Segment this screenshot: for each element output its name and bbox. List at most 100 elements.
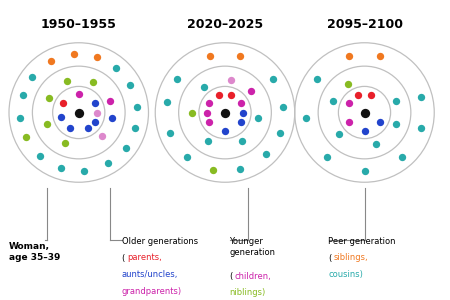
Point	[209, 167, 216, 172]
Point	[45, 96, 52, 101]
Point	[66, 126, 73, 131]
Point	[418, 125, 425, 130]
Text: aunts/uncles,: aunts/uncles,	[122, 270, 178, 279]
Point	[166, 130, 174, 135]
Point	[263, 152, 270, 156]
Point	[215, 93, 222, 98]
Point	[346, 53, 353, 58]
Point	[89, 80, 96, 85]
Point	[228, 93, 235, 98]
Point	[361, 169, 368, 173]
Point	[203, 110, 210, 115]
Point	[345, 119, 352, 124]
Text: grandparents): grandparents)	[122, 286, 182, 296]
Point	[108, 116, 115, 121]
Point	[93, 54, 100, 59]
Point	[329, 99, 337, 103]
Text: Woman,
age 35–39: Woman, age 35–39	[9, 242, 60, 262]
Point	[91, 101, 98, 106]
Point	[254, 116, 261, 121]
Point	[84, 126, 91, 131]
Point	[164, 100, 171, 105]
Point	[127, 82, 134, 87]
Text: children,: children,	[235, 272, 272, 281]
Point	[200, 85, 207, 89]
Point	[22, 135, 29, 140]
Point	[313, 76, 320, 81]
Text: cousins): cousins)	[328, 270, 364, 279]
Point	[344, 81, 351, 86]
Point	[75, 110, 82, 115]
Point	[399, 155, 406, 160]
Point	[206, 101, 213, 106]
Point	[237, 101, 244, 106]
Point	[75, 92, 82, 97]
Point	[58, 115, 65, 120]
Point	[361, 128, 368, 133]
Point	[237, 53, 244, 58]
Point	[377, 119, 384, 124]
Text: 2095–2100: 2095–2100	[327, 18, 402, 31]
Point	[173, 76, 180, 81]
Text: 1950–1955: 1950–1955	[41, 18, 117, 31]
Point	[94, 110, 101, 115]
Point	[91, 119, 98, 124]
Point	[227, 77, 234, 82]
Point	[19, 93, 26, 98]
Point	[418, 95, 425, 100]
Point	[61, 140, 68, 145]
Point	[188, 110, 195, 115]
Text: (: (	[230, 272, 233, 281]
Point	[205, 139, 212, 144]
Point	[113, 65, 120, 70]
Text: niblings): niblings)	[230, 288, 266, 297]
Point	[184, 155, 191, 160]
Point	[206, 53, 213, 58]
Point	[57, 166, 64, 171]
Point	[107, 99, 114, 103]
Point	[361, 110, 368, 115]
Point	[64, 79, 71, 83]
Point	[104, 161, 112, 166]
Text: siblings,: siblings,	[334, 254, 369, 262]
Text: 2020–2025: 2020–2025	[187, 18, 263, 31]
Point	[335, 132, 342, 136]
Text: Younger
generation: Younger generation	[230, 237, 275, 257]
Point	[355, 93, 362, 98]
Point	[132, 125, 139, 130]
Point	[323, 155, 330, 160]
Point	[70, 52, 77, 56]
Point	[392, 122, 400, 126]
Point	[376, 53, 383, 58]
Point	[345, 101, 352, 106]
Point	[17, 115, 24, 120]
Point	[59, 101, 67, 106]
Point	[237, 167, 244, 172]
Point	[134, 105, 141, 110]
Point	[238, 139, 245, 144]
Point	[122, 146, 129, 150]
Point	[392, 99, 400, 103]
Point	[36, 154, 43, 158]
Point	[221, 110, 229, 115]
Point	[80, 169, 87, 173]
Text: parents,: parents,	[127, 254, 162, 262]
Point	[99, 134, 106, 139]
Point	[221, 128, 229, 133]
Text: (: (	[122, 254, 125, 262]
Point	[270, 76, 277, 81]
Point	[280, 105, 287, 110]
Point	[276, 130, 284, 135]
Text: Older generations: Older generations	[122, 237, 198, 246]
Point	[302, 115, 310, 120]
Text: Peer generation: Peer generation	[328, 237, 396, 246]
Point	[28, 75, 36, 80]
Point	[372, 142, 379, 146]
Text: (: (	[328, 254, 332, 262]
Point	[48, 58, 55, 63]
Point	[367, 93, 374, 98]
Point	[240, 110, 247, 115]
Point	[44, 122, 51, 126]
Point	[247, 88, 254, 93]
Point	[206, 119, 213, 124]
